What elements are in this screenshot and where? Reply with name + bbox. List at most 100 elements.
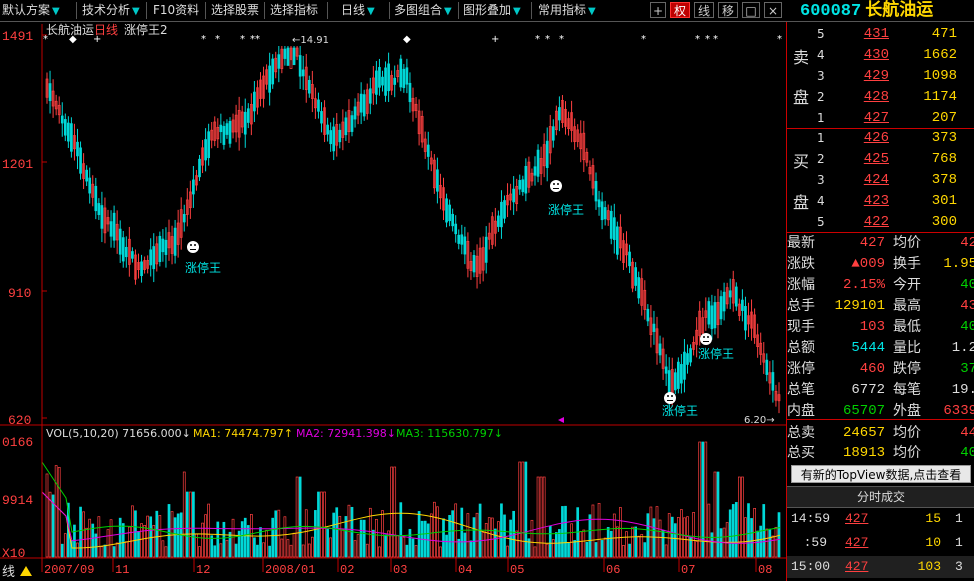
signal-marker-icon: * <box>201 34 206 45</box>
tick-row[interactable]: :59 427 10 1 <box>787 532 974 554</box>
ask-row[interactable]: 1 427 207 <box>787 108 974 129</box>
bid-row[interactable]: 2 425 768 <box>787 149 974 170</box>
bid-level: 2 <box>817 152 825 166</box>
candle-body <box>612 217 616 241</box>
move-button[interactable]: 移 <box>718 2 738 18</box>
volume-bar <box>375 518 378 558</box>
candle-body <box>158 235 162 263</box>
candle-body <box>128 238 131 265</box>
maximize-button[interactable]: □ <box>742 2 760 18</box>
volume-axis-label: 0166 <box>2 435 33 450</box>
volume-bar <box>448 515 451 558</box>
topview-notice[interactable]: 有新的TopView数据,点击查看 <box>791 465 971 483</box>
bid-row[interactable]: 5 422 300 <box>787 212 974 233</box>
volume-bar <box>170 511 174 558</box>
candle-body <box>414 103 418 111</box>
quote-row: 涨跌 ▲009 换手 1.95 <box>787 254 974 275</box>
candle-body <box>329 130 332 145</box>
candle-body <box>436 169 439 192</box>
volume-bar <box>405 544 409 558</box>
candle-body <box>155 243 159 265</box>
tick-row[interactable]: 14:59 427 15 1 <box>787 508 974 530</box>
volume-bar <box>750 518 753 558</box>
bid-row[interactable]: 3 424 378 <box>787 170 974 191</box>
ask-row[interactable]: 2 428 1174 <box>787 87 974 108</box>
date-label: 2008/01 <box>265 563 315 577</box>
candle-body <box>640 278 644 306</box>
candle-body <box>85 169 89 182</box>
scheme-menu[interactable]: 默认方案 ▼ <box>2 3 60 17</box>
rights-adjust-button[interactable]: 权 <box>670 2 690 18</box>
volume-bar <box>60 543 64 558</box>
divider <box>787 419 974 420</box>
low-price-marker: 6.20→ <box>744 415 775 426</box>
candle-body <box>750 311 753 329</box>
f10-button[interactable]: F10资料 <box>153 3 200 17</box>
candle-body <box>137 262 140 270</box>
candle-body <box>100 205 104 229</box>
candle-body <box>603 207 607 220</box>
period-menu[interactable]: 日线 ▼ <box>341 3 375 17</box>
add-button[interactable]: + <box>650 2 666 18</box>
tick-row[interactable]: 15:00 427 103 3 <box>787 556 974 578</box>
multi-chart-menu[interactable]: 多图组合 ▼ <box>394 3 452 17</box>
candle-body <box>240 111 244 128</box>
ask-row[interactable]: 3 429 1098 <box>787 66 974 87</box>
candle-body <box>554 110 558 131</box>
volume-bar <box>240 521 244 558</box>
volume-bar <box>713 471 717 558</box>
quote-value: 460 <box>859 361 885 377</box>
candle-body <box>744 306 747 331</box>
bid-row[interactable]: 4 423 301 <box>787 191 974 212</box>
candle-body <box>600 201 604 221</box>
candle-body <box>368 88 372 104</box>
select-indicator-button[interactable]: 选择指标 <box>270 3 319 17</box>
volume-bar <box>640 534 644 558</box>
volume-bar <box>57 467 61 558</box>
volume-bar <box>91 523 95 558</box>
volume-bar <box>271 517 275 558</box>
chart-period: 日线 <box>94 23 118 37</box>
bid-row[interactable]: 1 426 373 <box>787 128 974 149</box>
overlay-menu[interactable]: 图形叠加 ▼ <box>463 3 521 17</box>
close-button[interactable]: × <box>764 2 782 18</box>
ask-row[interactable]: 4 430 1662 <box>787 45 974 66</box>
quote-row: 内盘 65707 外盘 6339 <box>787 401 974 422</box>
candle-body <box>170 236 174 254</box>
volume-bar <box>201 522 204 558</box>
volume-bar <box>683 517 686 558</box>
candle-body <box>737 303 741 316</box>
candle-body <box>445 198 448 223</box>
price-axis-label: 620 <box>8 413 31 428</box>
volume-bar <box>658 519 662 558</box>
candle-body <box>390 75 393 91</box>
volume-ma-line <box>41 461 781 539</box>
line-button[interactable]: 线 <box>694 2 714 18</box>
common-indicator-menu[interactable]: 常用指标 ▼ <box>538 3 596 17</box>
candle-body <box>475 255 479 277</box>
volume-bar <box>70 540 73 558</box>
candle-body <box>182 213 186 223</box>
select-stock-button[interactable]: 选择股票 <box>211 3 260 17</box>
candle-body <box>509 193 512 201</box>
volume-bar <box>747 503 750 558</box>
divider <box>787 232 974 233</box>
candle-body <box>658 343 662 356</box>
candle-body <box>741 299 744 311</box>
expand-triangle-icon[interactable] <box>20 566 32 576</box>
candle-body <box>747 315 750 325</box>
kline-chart[interactable]: * ◆ + * * * * * ◆ + * * * * * * * * 长航油运 日线 涨停王2 1491 120… <box>0 22 786 581</box>
candle-body <box>460 234 464 245</box>
candle-body <box>234 114 238 133</box>
candle-body <box>765 359 769 375</box>
tech-analysis-menu[interactable]: 技术分析 ▼ <box>82 3 140 17</box>
ask-row[interactable]: 5 431 471 <box>787 24 974 45</box>
ticks-header[interactable]: 分时成交 <box>787 486 974 508</box>
volume-bar <box>737 476 741 558</box>
candle-body <box>295 47 299 57</box>
volume-bar <box>536 476 540 558</box>
date-label: 12 <box>196 563 210 577</box>
volume-bar <box>341 529 345 558</box>
volume-bar <box>744 517 747 558</box>
candle-body <box>597 199 601 208</box>
